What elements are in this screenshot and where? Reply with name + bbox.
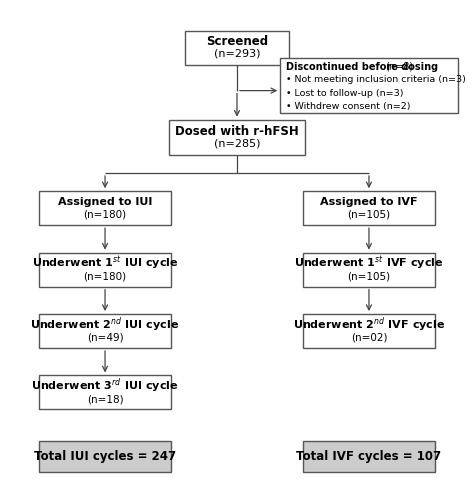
Text: (n=180): (n=180): [83, 271, 127, 281]
Text: (n=285): (n=285): [214, 138, 260, 148]
Text: • Lost to follow-up (n=3): • Lost to follow-up (n=3): [286, 89, 403, 98]
Text: Underwent 2$^{nd}$ IUI cycle: Underwent 2$^{nd}$ IUI cycle: [30, 315, 180, 334]
Text: Assigned to IUI: Assigned to IUI: [58, 197, 152, 207]
Text: Underwent 3$^{rd}$ IUI cycle: Underwent 3$^{rd}$ IUI cycle: [31, 376, 179, 395]
Bar: [303, 252, 435, 287]
Text: (n=105): (n=105): [347, 209, 391, 219]
Text: Underwent 1$^{st}$ IVF cycle: Underwent 1$^{st}$ IVF cycle: [294, 254, 444, 272]
Bar: [39, 441, 171, 471]
Bar: [303, 191, 435, 225]
Text: • Withdrew consent (n=2): • Withdrew consent (n=2): [286, 102, 410, 111]
Text: Screened: Screened: [206, 35, 268, 48]
Text: (n=49): (n=49): [87, 333, 123, 342]
Text: (n=02): (n=02): [351, 333, 387, 342]
Text: • Not meeting inclusion criteria (n=3): • Not meeting inclusion criteria (n=3): [286, 75, 465, 85]
Text: (n=180): (n=180): [83, 209, 127, 219]
Text: (n=105): (n=105): [347, 271, 391, 281]
Text: (n=8): (n=8): [385, 62, 413, 72]
Bar: [280, 58, 458, 113]
Text: Discontinued before dosing: Discontinued before dosing: [286, 62, 441, 72]
Text: Assigned to IVF: Assigned to IVF: [320, 197, 418, 207]
Text: (n=18): (n=18): [87, 394, 123, 404]
Text: Total IVF cycles = 107: Total IVF cycles = 107: [296, 450, 441, 462]
Bar: [185, 31, 289, 64]
Bar: [39, 375, 171, 409]
Text: (n=293): (n=293): [214, 49, 260, 59]
Bar: [303, 314, 435, 348]
Bar: [39, 252, 171, 287]
Bar: [39, 314, 171, 348]
Bar: [303, 441, 435, 471]
Text: Underwent 1$^{st}$ IUI cycle: Underwent 1$^{st}$ IUI cycle: [32, 254, 178, 272]
Text: Total IUI cycles = 247: Total IUI cycles = 247: [34, 450, 176, 462]
Text: Dosed with r-hFSH: Dosed with r-hFSH: [175, 125, 299, 138]
Text: Underwent 2$^{nd}$ IVF cycle: Underwent 2$^{nd}$ IVF cycle: [293, 315, 445, 334]
Bar: [169, 120, 305, 155]
Bar: [39, 191, 171, 225]
